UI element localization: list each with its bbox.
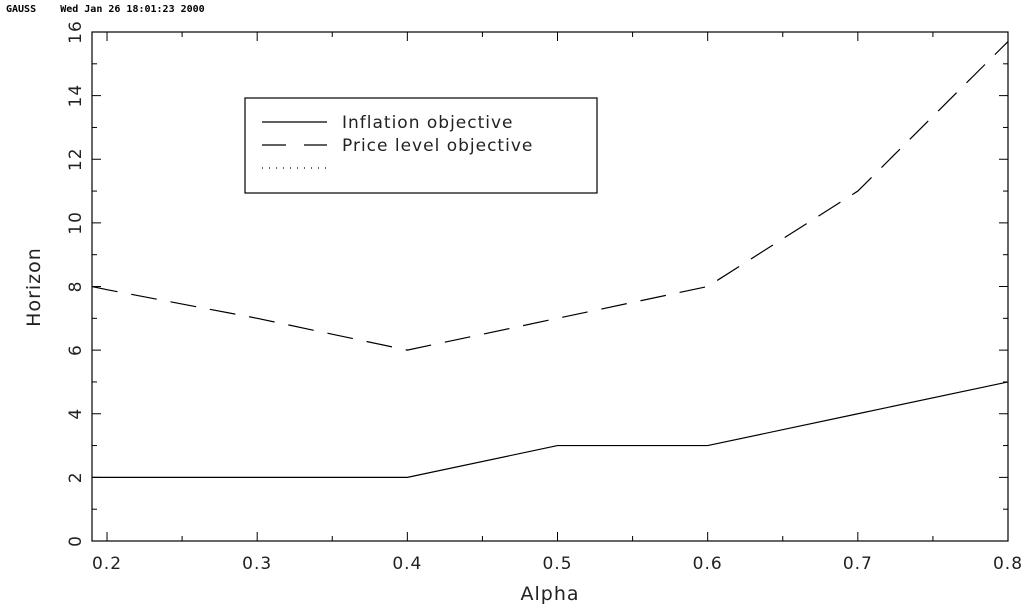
legend-box [244,97,598,194]
y-tick-label: 0 [66,535,86,547]
series-line [91,41,1009,351]
y-tick-label: 4 [66,408,86,420]
legend-label: Price level objective [342,136,533,156]
y-tick-label: 10 [66,211,86,235]
x-axis-title: Alpha [520,583,579,605]
x-tick-label: 0.5 [542,554,572,574]
y-tick-label: 8 [66,281,86,293]
plot-timestamp: Wed Jan 26 18:01:23 2000 [60,4,205,15]
y-tick-label: 16 [66,20,86,44]
plot-header: GAUSS Wed Jan 26 18:01:23 2000 [6,4,205,15]
y-tick-label: 2 [66,471,86,483]
y-tick-label: 6 [66,344,86,356]
series-line [92,381,1009,478]
series-layer [91,41,1009,478]
x-tick-label: 0.8 [993,554,1023,574]
y-tick-label: 14 [66,84,86,108]
x-tick-label: 0.6 [693,554,723,574]
axis-ticks: 0.2 0.3 0.4 0.5 0.6 0.7 0.8 0 2 4 6 8 10 12 14 16 [66,20,1023,574]
legend-label: Inflation objective [342,113,514,133]
legend: Inflation objective Price level objective [244,97,598,194]
x-tick-label: 0.4 [392,554,422,574]
x-tick-label: 0.3 [242,554,272,574]
x-tick-label: 0.7 [843,554,873,574]
y-axis-title: Horizon [23,247,45,327]
program-name: GAUSS [6,4,37,15]
x-tick-label: 0.2 [92,554,122,574]
y-tick-label: 12 [66,147,86,171]
